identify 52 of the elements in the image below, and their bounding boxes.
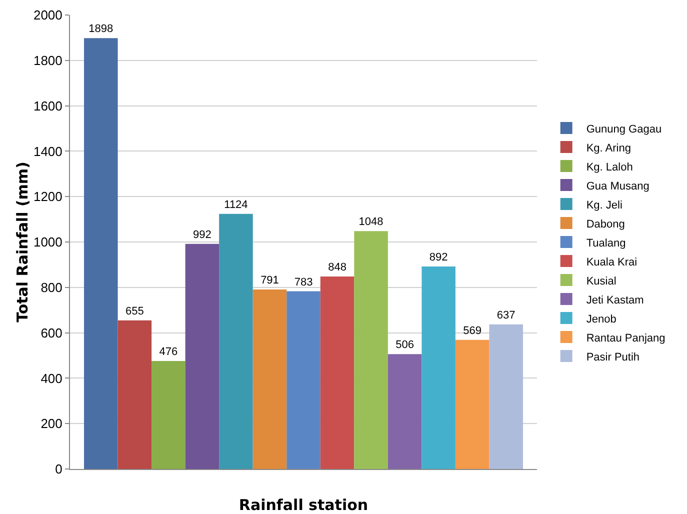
data-label: 655 xyxy=(125,305,144,318)
legend-label: Dabong xyxy=(586,218,625,230)
data-label: 992 xyxy=(193,228,212,241)
bar xyxy=(185,244,220,469)
data-label: 1124 xyxy=(224,198,248,211)
bar xyxy=(84,38,118,469)
legend-label: Kg. Laloh xyxy=(586,161,633,174)
legend-label: Rantau Panjang xyxy=(586,332,666,344)
y-tick-label: 1800 xyxy=(33,52,62,68)
y-tick-label: 0 xyxy=(55,462,62,477)
bar xyxy=(252,289,287,469)
bar xyxy=(388,354,422,469)
bar xyxy=(152,360,186,469)
y-tick-label: 800 xyxy=(40,280,62,295)
bar xyxy=(455,340,490,469)
y-tick-label: 200 xyxy=(40,416,62,432)
y-tick-label: 1000 xyxy=(33,234,62,250)
data-label: 476 xyxy=(159,346,178,358)
y-tick-label: 1600 xyxy=(33,98,62,114)
bar xyxy=(118,320,152,469)
legend-label: Gunung Gagau xyxy=(586,123,662,136)
data-label: 569 xyxy=(463,324,482,337)
legend-label: Kusial xyxy=(586,275,616,288)
legend-label: Jenob xyxy=(586,313,616,326)
bar xyxy=(489,324,523,469)
y-tick-label: 1200 xyxy=(33,189,62,204)
bar xyxy=(354,231,388,469)
data-label: 791 xyxy=(260,274,279,286)
data-label: 1898 xyxy=(88,23,114,36)
legend-label: Jeti Kastam xyxy=(586,294,644,306)
bar xyxy=(320,276,354,469)
data-label: 1048 xyxy=(358,216,384,228)
y-tick-label: 400 xyxy=(40,370,62,386)
y-tick-label: 1400 xyxy=(33,144,62,159)
bar xyxy=(219,214,253,469)
bar xyxy=(422,266,456,469)
data-label: 848 xyxy=(328,262,346,274)
legend-label: Pasir Putih xyxy=(586,351,640,364)
y-tick-label: 2000 xyxy=(33,8,62,23)
data-label: 783 xyxy=(294,276,313,288)
legend-label: Tualang xyxy=(586,237,626,250)
legend-label: Gua Musang xyxy=(586,180,650,192)
y-tick-label: 600 xyxy=(40,325,62,340)
y-axis-title: Total Rainfall (mm) xyxy=(13,162,32,322)
data-label: 506 xyxy=(396,339,414,352)
data-label: 892 xyxy=(429,252,448,264)
x-axis-title: Rainfall station xyxy=(238,496,368,514)
bar xyxy=(286,291,320,469)
data-label: 637 xyxy=(496,309,516,322)
legend-label: Kuala Krai xyxy=(586,256,638,268)
legend-label: Kg. Jeli xyxy=(586,199,622,212)
legend-label: Kg. Aring xyxy=(586,142,631,154)
